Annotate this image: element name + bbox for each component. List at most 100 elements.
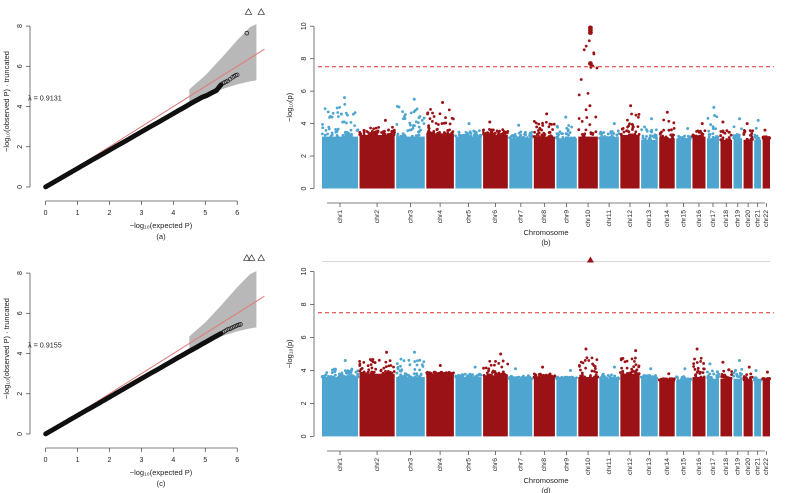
chromosome-points-block bbox=[483, 375, 508, 437]
snp-point bbox=[693, 357, 696, 361]
snp-point bbox=[720, 372, 724, 376]
snp-point bbox=[729, 133, 733, 137]
snp-point bbox=[416, 359, 419, 363]
snp-point bbox=[391, 125, 394, 129]
snp-point bbox=[594, 373, 598, 377]
qq-plot-c: 0 1 2 3 4 5 6 0 2 4 6 8 λ = 0.9155 −log₁₀(expected P)… bbox=[2, 254, 266, 488]
snp-point bbox=[506, 129, 510, 133]
snp-point bbox=[343, 359, 347, 363]
y-tick-label: 0 bbox=[17, 432, 24, 436]
snp-point bbox=[349, 128, 353, 132]
snp-point bbox=[605, 377, 609, 381]
y-tick-label: 4 bbox=[301, 122, 308, 126]
chromosome-points-block bbox=[578, 136, 598, 189]
snp-point bbox=[358, 359, 362, 363]
snp-point bbox=[634, 349, 638, 353]
snp-point bbox=[738, 375, 741, 379]
truncated-point bbox=[257, 8, 266, 15]
snp-point bbox=[707, 129, 711, 133]
chromosome-points-block bbox=[762, 138, 770, 189]
snp-point bbox=[321, 126, 325, 130]
snp-point bbox=[710, 377, 713, 380]
snp-point bbox=[712, 105, 716, 109]
snp-point bbox=[382, 133, 385, 136]
snp-point bbox=[610, 373, 613, 377]
chromosome-points-block bbox=[509, 378, 533, 437]
snp-point bbox=[324, 373, 328, 377]
x-tick-label: chr22 bbox=[763, 458, 770, 475]
x-tick-label: 4 bbox=[171, 457, 175, 464]
snp-point bbox=[367, 368, 371, 372]
chromosome-points-block bbox=[720, 378, 733, 437]
snp-point bbox=[407, 358, 411, 362]
snp-point bbox=[441, 101, 445, 104]
snp-point bbox=[609, 130, 613, 134]
snp-point bbox=[692, 362, 696, 366]
significant-snp bbox=[588, 61, 593, 66]
snp-point bbox=[335, 106, 339, 110]
snp-point bbox=[358, 362, 362, 366]
snp-point bbox=[510, 134, 514, 138]
snp-point bbox=[616, 129, 620, 133]
snp-point bbox=[468, 131, 472, 135]
snp-point bbox=[383, 129, 386, 133]
snp-point bbox=[588, 104, 592, 108]
chromosome-points-block bbox=[762, 378, 770, 437]
snp-point bbox=[754, 368, 758, 372]
snp-point bbox=[372, 127, 376, 131]
snp-point bbox=[583, 375, 587, 379]
snp-point bbox=[332, 375, 336, 379]
snp-point bbox=[500, 372, 504, 376]
snp-point bbox=[580, 119, 584, 123]
x-tick-label: 2 bbox=[108, 457, 112, 464]
snp-point bbox=[402, 359, 406, 363]
chromosome-points-block bbox=[426, 133, 454, 189]
snp-point bbox=[745, 137, 749, 141]
snp-point bbox=[725, 129, 729, 133]
snp-point bbox=[444, 121, 448, 125]
snp-point bbox=[404, 135, 407, 138]
snp-point bbox=[722, 369, 726, 373]
snp-point bbox=[340, 371, 344, 375]
snp-point bbox=[672, 126, 676, 130]
snp-point bbox=[400, 375, 403, 379]
snp-point bbox=[451, 130, 455, 134]
chromosome-points-block bbox=[743, 380, 753, 437]
snp-point bbox=[413, 124, 416, 128]
snp-point bbox=[664, 135, 668, 139]
snp-point bbox=[384, 372, 388, 375]
snp-point bbox=[419, 128, 422, 132]
snp-point bbox=[382, 366, 386, 370]
chromosome-points-block bbox=[556, 138, 577, 189]
snp-point bbox=[344, 135, 348, 138]
snp-point bbox=[747, 365, 751, 369]
chromosome-points-block bbox=[733, 378, 743, 437]
snp-point bbox=[667, 372, 671, 376]
snp-point bbox=[564, 132, 568, 135]
x-tick-label: chr8 bbox=[541, 458, 548, 471]
snp-point bbox=[585, 356, 589, 360]
snp-point bbox=[751, 129, 755, 133]
snp-point bbox=[548, 375, 552, 379]
snp-point bbox=[708, 372, 712, 376]
snp-point bbox=[344, 111, 348, 115]
x-tick-label: 1 bbox=[76, 457, 80, 464]
snp-point bbox=[396, 134, 399, 138]
snp-point bbox=[617, 132, 621, 135]
snp-point bbox=[353, 111, 357, 115]
x-tick-label: chr7 bbox=[518, 458, 525, 471]
snp-point bbox=[609, 136, 612, 140]
x-tick-label: 3 bbox=[139, 210, 143, 217]
snp-point bbox=[432, 130, 436, 133]
snp-point bbox=[392, 365, 395, 369]
snp-point bbox=[537, 375, 541, 379]
x-tick-label: chr12 bbox=[627, 210, 634, 227]
snp-point bbox=[434, 121, 438, 125]
y-axis-label: −log₁₀(p) bbox=[285, 92, 294, 122]
snp-point bbox=[459, 134, 463, 138]
snp-point bbox=[397, 375, 401, 379]
snp-point bbox=[561, 135, 565, 139]
snp-point bbox=[572, 377, 576, 380]
snp-point bbox=[379, 368, 383, 372]
snp-point bbox=[501, 128, 505, 132]
